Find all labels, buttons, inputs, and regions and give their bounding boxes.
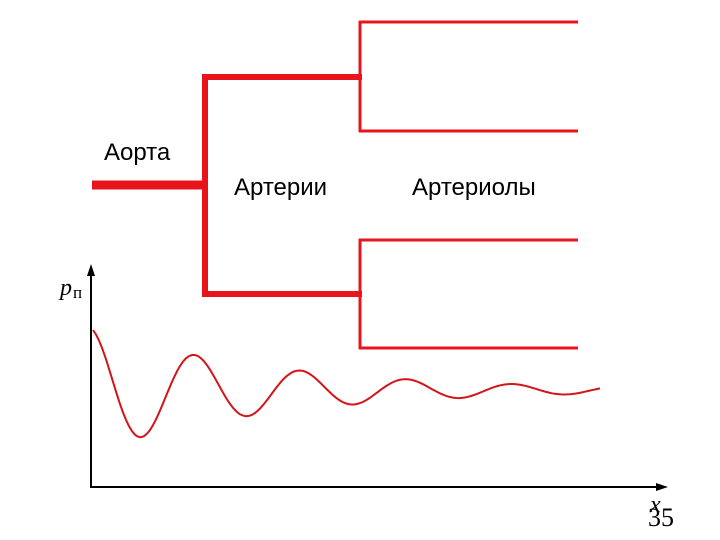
y-axis-arrow bbox=[87, 264, 95, 276]
pressure-curve bbox=[92, 329, 601, 439]
arterioles-label: Артериолы bbox=[412, 174, 536, 201]
x-axis-arrow bbox=[656, 483, 668, 491]
arteries-label: Артерии bbox=[234, 174, 327, 201]
y-axis-label-sub: п bbox=[73, 283, 82, 302]
x-axis-label: x bbox=[649, 492, 661, 518]
aorta-label: Аорта bbox=[104, 139, 171, 166]
y-axis-label: p bbox=[58, 275, 72, 301]
axes bbox=[87, 264, 668, 491]
page-number: 35 bbox=[648, 503, 674, 532]
vessel-tree bbox=[92, 20, 578, 350]
